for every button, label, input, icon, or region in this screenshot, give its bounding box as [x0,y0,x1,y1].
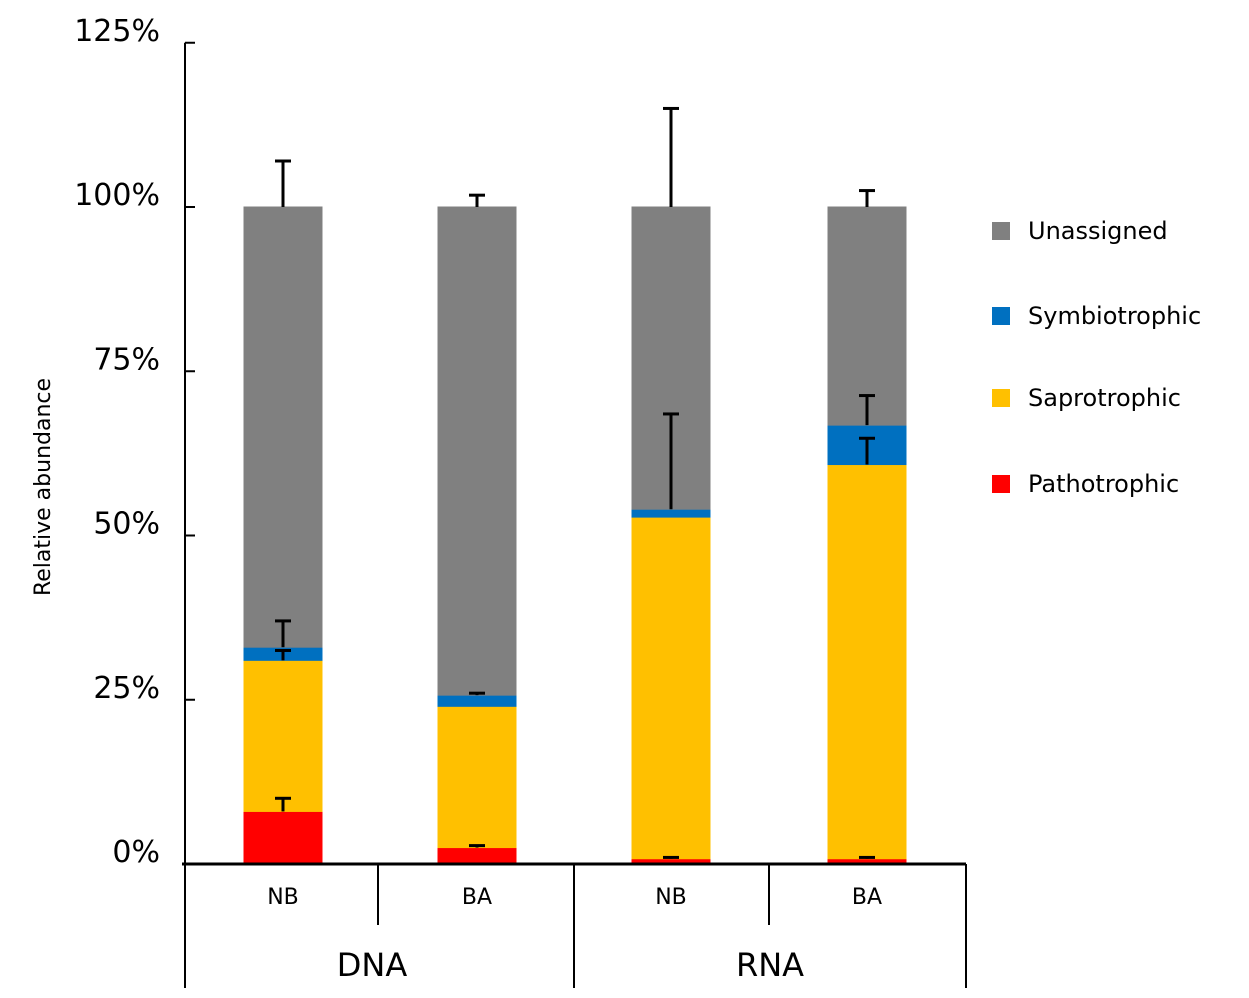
bar-segment-unassigned [827,206,907,426]
category-label: BA [852,885,882,910]
bar-segment-saprotrophic [243,659,323,812]
legend-label: Symbiotrophic [1028,302,1201,330]
group-label: DNA [337,946,408,984]
legend-label: Saprotrophic [1028,384,1181,412]
y-tick-label: 25% [93,671,160,706]
bar-segment-symbiotrophic [437,694,517,707]
y-tick-label: 0% [112,835,160,870]
legend-swatch [992,307,1010,325]
legend-label: Unassigned [1028,217,1168,245]
bar-segment-symbiotrophic [631,508,711,518]
bar-segment-pathotrophic [243,810,323,865]
y-tick-label: 125% [74,14,160,49]
legend-swatch [992,475,1010,493]
legend-swatch [992,389,1010,407]
bar-segment-saprotrophic [437,705,517,849]
bar-segment-unassigned [437,206,517,696]
bar-segment-pathotrophic [437,847,517,865]
y-tick-label: 100% [74,178,160,213]
group-label: RNA [736,946,804,984]
bar-segment-saprotrophic [631,516,711,860]
bar-segment-unassigned [243,206,323,648]
y-tick-label: 50% [93,507,160,542]
legend-label: Pathotrophic [1028,470,1179,498]
category-label: NB [267,885,299,910]
y-axis-label: Relative abundance [31,378,56,596]
bar-segment-saprotrophic [827,464,907,860]
legend-swatch [992,222,1010,240]
category-label: NB [655,885,687,910]
category-label: BA [462,885,492,910]
y-tick-label: 75% [93,342,160,377]
